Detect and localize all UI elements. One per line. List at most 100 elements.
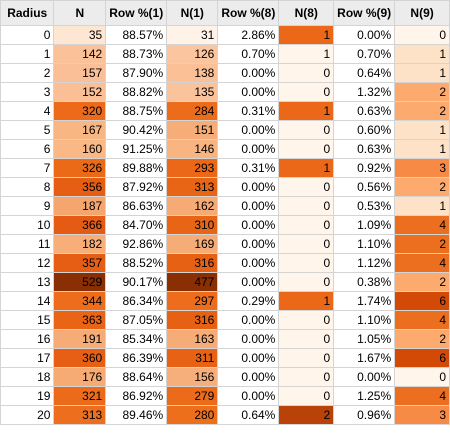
cell-n-9[interactable]: 2	[394, 101, 450, 121]
cell-radius[interactable]: 3	[0, 82, 55, 102]
cell-row-pct-8[interactable]: 0.31%	[217, 158, 280, 178]
cell-radius[interactable]: 17	[0, 348, 55, 368]
cell-n-1[interactable]: 163	[166, 329, 219, 349]
cell-n-1[interactable]: 297	[166, 291, 219, 311]
cell-radius[interactable]: 14	[0, 291, 55, 311]
cell-row-pct-8[interactable]: 0.31%	[217, 101, 280, 121]
cell-row-pct-9[interactable]: 1.09%	[333, 215, 396, 235]
cell-n[interactable]: 35	[53, 25, 107, 45]
cell-row-pct-9[interactable]: 0.64%	[333, 63, 396, 83]
cell-n[interactable]: 167	[53, 120, 107, 140]
cell-row-pct-8[interactable]: 0.00%	[217, 272, 280, 292]
cell-n[interactable]: 182	[53, 234, 107, 254]
cell-n-9[interactable]: 3	[394, 405, 450, 425]
cell-row-pct-9[interactable]: 1.12%	[333, 253, 396, 273]
cell-n-9[interactable]: 2	[394, 177, 450, 197]
cell-row-pct-9[interactable]: 0.63%	[333, 139, 396, 159]
cell-row-pct-8[interactable]: 2.86%	[217, 25, 280, 45]
cell-n-1[interactable]: 162	[166, 196, 219, 216]
cell-n-1[interactable]: 284	[166, 101, 219, 121]
cell-n-8[interactable]: 0	[278, 196, 335, 216]
header-n-9[interactable]: N(9)	[394, 0, 450, 26]
cell-n-8[interactable]: 0	[278, 367, 335, 387]
cell-row-pct-1[interactable]: 88.64%	[105, 367, 168, 387]
cell-row-pct-1[interactable]: 92.86%	[105, 234, 168, 254]
cell-n[interactable]: 313	[53, 405, 107, 425]
cell-n-8[interactable]: 0	[278, 310, 335, 330]
cell-row-pct-9[interactable]: 0.00%	[333, 25, 396, 45]
cell-radius[interactable]: 7	[0, 158, 55, 178]
header-row-pct-1[interactable]: Row %(1)	[105, 0, 168, 26]
cell-n-8[interactable]: 1	[278, 101, 335, 121]
cell-radius[interactable]: 11	[0, 234, 55, 254]
cell-row-pct-1[interactable]: 86.34%	[105, 291, 168, 311]
cell-row-pct-8[interactable]: 0.64%	[217, 405, 280, 425]
cell-row-pct-1[interactable]: 84.70%	[105, 215, 168, 235]
cell-n[interactable]: 142	[53, 44, 107, 64]
cell-n-1[interactable]: 311	[166, 348, 219, 368]
cell-row-pct-9[interactable]: 0.53%	[333, 196, 396, 216]
cell-row-pct-8[interactable]: 0.00%	[217, 196, 280, 216]
cell-n[interactable]: 157	[53, 63, 107, 83]
cell-row-pct-8[interactable]: 0.70%	[217, 44, 280, 64]
cell-row-pct-9[interactable]: 1.05%	[333, 329, 396, 349]
cell-n-8[interactable]: 0	[278, 272, 335, 292]
cell-radius[interactable]: 10	[0, 215, 55, 235]
cell-n-1[interactable]: 156	[166, 367, 219, 387]
cell-row-pct-8[interactable]: 0.00%	[217, 120, 280, 140]
cell-row-pct-1[interactable]: 89.46%	[105, 405, 168, 425]
cell-row-pct-8[interactable]: 0.00%	[217, 310, 280, 330]
cell-n[interactable]: 356	[53, 177, 107, 197]
cell-n-1[interactable]: 151	[166, 120, 219, 140]
cell-n-1[interactable]: 316	[166, 253, 219, 273]
cell-radius[interactable]: 1	[0, 44, 55, 64]
cell-row-pct-1[interactable]: 86.63%	[105, 196, 168, 216]
cell-row-pct-1[interactable]: 87.05%	[105, 310, 168, 330]
cell-n-1[interactable]: 169	[166, 234, 219, 254]
header-n-8[interactable]: N(8)	[278, 0, 335, 26]
cell-row-pct-9[interactable]: 0.60%	[333, 120, 396, 140]
cell-radius[interactable]: 8	[0, 177, 55, 197]
cell-n-8[interactable]: 0	[278, 253, 335, 273]
cell-radius[interactable]: 19	[0, 386, 55, 406]
cell-radius[interactable]: 4	[0, 101, 55, 121]
cell-radius[interactable]: 2	[0, 63, 55, 83]
cell-n[interactable]: 363	[53, 310, 107, 330]
cell-row-pct-9[interactable]: 1.10%	[333, 310, 396, 330]
cell-n-8[interactable]: 1	[278, 44, 335, 64]
cell-row-pct-1[interactable]: 88.57%	[105, 25, 168, 45]
cell-n[interactable]: 357	[53, 253, 107, 273]
cell-n-1[interactable]: 316	[166, 310, 219, 330]
cell-n-8[interactable]: 0	[278, 177, 335, 197]
cell-n-1[interactable]: 135	[166, 82, 219, 102]
cell-n[interactable]: 191	[53, 329, 107, 349]
cell-n-9[interactable]: 4	[394, 386, 450, 406]
cell-n[interactable]: 529	[53, 272, 107, 292]
cell-n-8[interactable]: 0	[278, 139, 335, 159]
cell-n-9[interactable]: 3	[394, 158, 450, 178]
cell-row-pct-9[interactable]: 1.32%	[333, 82, 396, 102]
cell-n-1[interactable]: 310	[166, 215, 219, 235]
cell-radius[interactable]: 20	[0, 405, 55, 425]
cell-n-9[interactable]: 6	[394, 348, 450, 368]
cell-n[interactable]: 187	[53, 196, 107, 216]
cell-row-pct-8[interactable]: 0.00%	[217, 139, 280, 159]
cell-row-pct-9[interactable]: 0.92%	[333, 158, 396, 178]
cell-n[interactable]: 320	[53, 101, 107, 121]
cell-n-1[interactable]: 313	[166, 177, 219, 197]
cell-n-9[interactable]: 2	[394, 272, 450, 292]
cell-radius[interactable]: 5	[0, 120, 55, 140]
cell-row-pct-9[interactable]: 0.00%	[333, 367, 396, 387]
cell-n-9[interactable]: 1	[394, 139, 450, 159]
cell-row-pct-1[interactable]: 88.75%	[105, 101, 168, 121]
cell-n-1[interactable]: 279	[166, 386, 219, 406]
cell-n-9[interactable]: 4	[394, 310, 450, 330]
cell-row-pct-1[interactable]: 90.42%	[105, 120, 168, 140]
cell-n-9[interactable]: 2	[394, 234, 450, 254]
cell-radius[interactable]: 16	[0, 329, 55, 349]
cell-row-pct-1[interactable]: 88.52%	[105, 253, 168, 273]
cell-n-1[interactable]: 126	[166, 44, 219, 64]
cell-n[interactable]: 321	[53, 386, 107, 406]
cell-row-pct-1[interactable]: 91.25%	[105, 139, 168, 159]
cell-radius[interactable]: 18	[0, 367, 55, 387]
